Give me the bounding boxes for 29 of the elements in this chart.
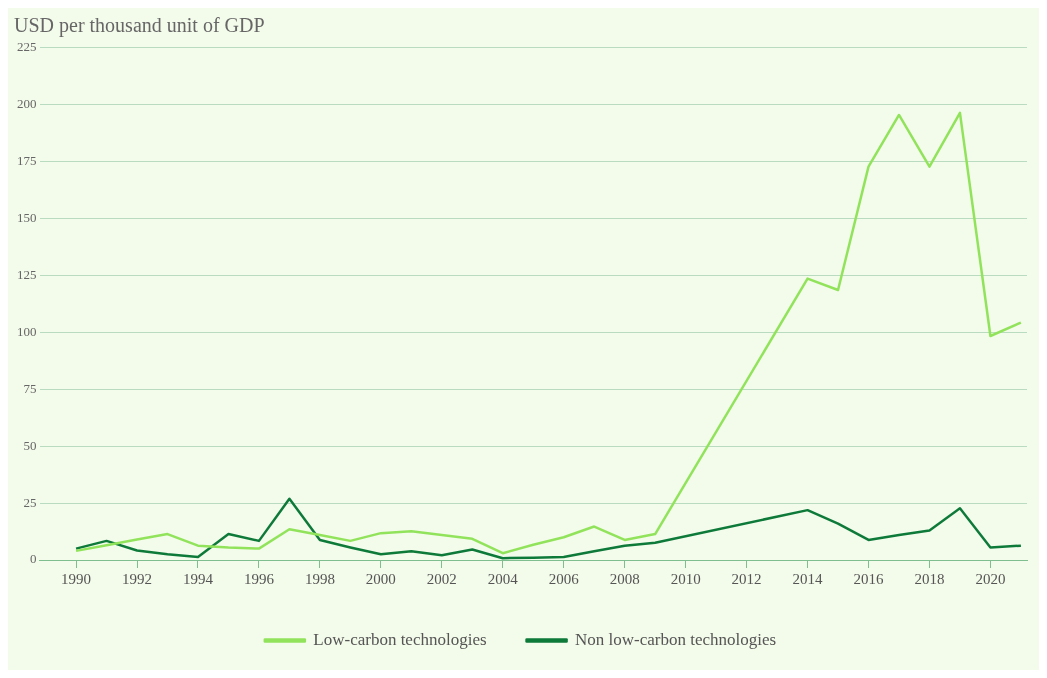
x-tick-label: 2012 [731, 570, 762, 587]
x-tick-label: 2006 [548, 570, 580, 587]
legend-label: Low-carbon technologies [313, 629, 487, 649]
y-tick-label: 150 [17, 209, 37, 225]
y-tick-label: 100 [17, 323, 37, 339]
x-tick-label: 2010 [670, 570, 701, 587]
y-tick-label: 50 [23, 437, 37, 453]
x-tick-label: 2018 [914, 570, 945, 587]
y-tick-label: 125 [17, 266, 37, 282]
x-tick-label: 1992 [122, 570, 153, 587]
x-tick-label: 2016 [853, 570, 885, 587]
y-tick-label: 25 [23, 494, 37, 510]
y-tick-label: 75 [23, 380, 37, 396]
x-tick-label: 2020 [975, 570, 1006, 587]
x-tick-label: 1994 [182, 570, 214, 587]
y-tick-label: 175 [17, 153, 37, 169]
legend-label: Non low-carbon technologies [575, 629, 777, 649]
x-tick-label: 2004 [487, 570, 519, 587]
y-tick-label: 0 [30, 551, 37, 567]
y-tick-label: 225 [17, 39, 37, 55]
x-tick-label: 2014 [792, 570, 824, 587]
x-tick-label: 2002 [426, 570, 457, 587]
y-axis-title: USD per thousand unit of GDP [13, 13, 266, 37]
x-tick-label: 1996 [243, 570, 275, 587]
x-tick-label: 1990 [61, 570, 92, 587]
x-tick-label: 2008 [609, 570, 640, 587]
y-tick-label: 200 [17, 96, 37, 112]
x-tick-label: 1998 [304, 570, 335, 587]
x-tick-label: 2000 [365, 570, 396, 587]
